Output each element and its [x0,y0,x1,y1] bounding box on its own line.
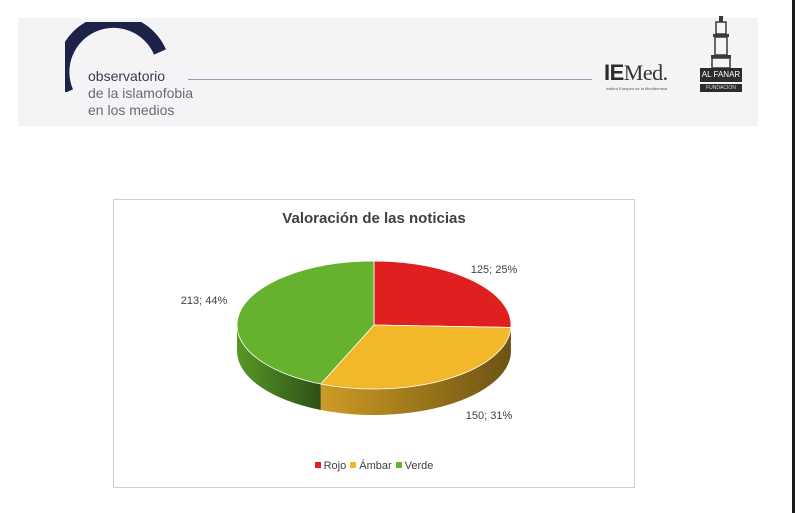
pie-side-ámbar [320,327,511,415]
chart-container: Valoración de las noticias 125; 25% 150; … [113,199,635,488]
pie-side-walls [237,325,511,415]
legend-swatch [314,462,321,468]
legend-item-verde: Verde [395,460,434,472]
header-divider [188,79,592,80]
observatorio-line2: de la islamofobia [88,85,194,101]
observatorio-line1: observatorio [88,68,166,84]
legend-item-ámbar: Ámbar [350,460,392,472]
chart-legend: Rojo Ámbar Verde [114,460,634,472]
lighthouse-icon [711,16,731,69]
data-label-verde: 213; 44% [181,295,228,307]
legend-swatch [395,462,402,468]
observatorio-line3: en los medios [88,102,175,118]
iemed-subtitle: Institut Europeu de la Mediterrània [606,86,668,91]
iemed-wordmark: IEMed. [604,60,668,85]
alfanar-label: AL FANAR [700,68,742,82]
pie-side-verde [237,325,321,410]
legend-label: Ámbar [359,460,392,472]
pie-chart: 125; 25% 150; 31% 213; 44% [181,260,518,422]
data-label-rojo: 125; 25% [471,264,518,276]
data-label-ámbar: 150; 31% [466,410,513,422]
legend-label: Verde [404,460,434,472]
iemed-logo: IEMed. Institut Europeu de la Mediterràn… [604,60,684,96]
observatorio-wordmark: observatorio de la islamofobia en los me… [88,68,193,119]
pie-slice-rojo [373,260,512,328]
legend-swatch [350,462,357,468]
observatorio-arc-icon [65,22,166,92]
observatorio-logo [55,14,255,124]
alfanar-logo: AL FANAR FUNDACION [700,14,742,100]
chart-title: Valoración de las noticias [282,210,466,227]
pie-slice-verde [236,260,375,385]
legend-label: Rojo [323,460,347,472]
legend-item-rojo: Rojo [314,460,347,472]
pie-slice-ámbar [319,324,512,390]
alfanar-sub: FUNDACION [700,84,742,92]
